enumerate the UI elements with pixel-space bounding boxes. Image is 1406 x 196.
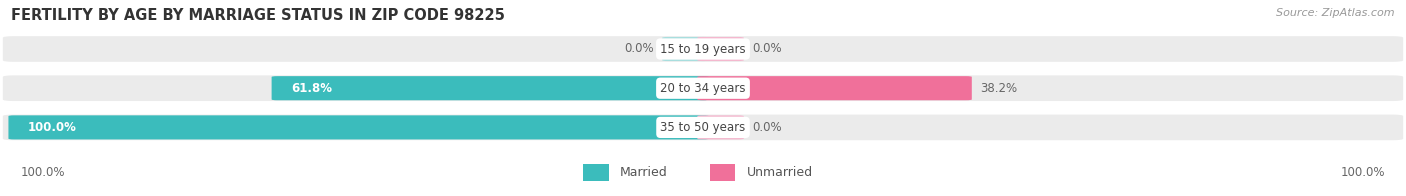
Text: 20 to 34 years: 20 to 34 years [661,82,745,95]
Text: Unmarried: Unmarried [747,166,813,179]
Text: FERTILITY BY AGE BY MARRIAGE STATUS IN ZIP CODE 98225: FERTILITY BY AGE BY MARRIAGE STATUS IN Z… [11,8,505,23]
FancyBboxPatch shape [3,75,1403,101]
Text: 0.0%: 0.0% [752,121,782,134]
FancyBboxPatch shape [3,36,1403,62]
FancyBboxPatch shape [662,37,709,61]
FancyBboxPatch shape [583,164,609,181]
Text: 38.2%: 38.2% [980,82,1018,95]
FancyBboxPatch shape [271,76,709,100]
Text: 0.0%: 0.0% [752,43,782,55]
Text: 61.8%: 61.8% [291,82,332,95]
Text: 100.0%: 100.0% [21,166,66,179]
FancyBboxPatch shape [697,115,744,140]
Text: 35 to 50 years: 35 to 50 years [661,121,745,134]
Text: 0.0%: 0.0% [624,43,654,55]
FancyBboxPatch shape [3,114,1403,140]
FancyBboxPatch shape [8,115,709,140]
Text: 100.0%: 100.0% [28,121,77,134]
Text: 15 to 19 years: 15 to 19 years [661,43,745,55]
Text: Source: ZipAtlas.com: Source: ZipAtlas.com [1277,8,1395,18]
Text: 100.0%: 100.0% [1340,166,1385,179]
Text: Married: Married [620,166,668,179]
FancyBboxPatch shape [710,164,735,181]
FancyBboxPatch shape [697,37,744,61]
FancyBboxPatch shape [697,76,972,100]
